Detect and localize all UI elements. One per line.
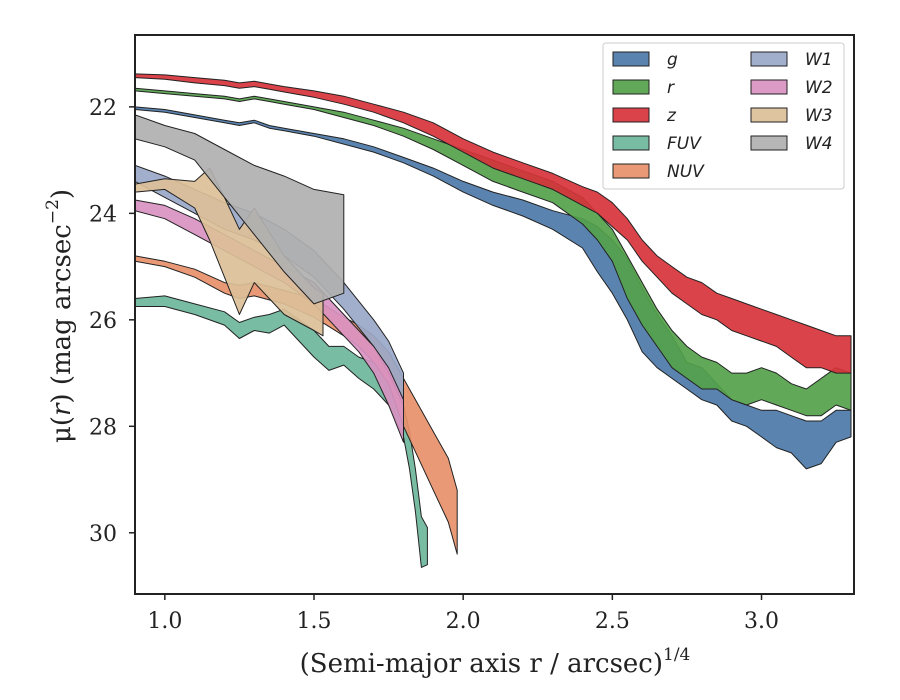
y-axis: 22 24 26 28 30: [89, 96, 135, 547]
legend-label-w4: W4: [805, 134, 833, 154]
y-axis-title-exponent: −2: [43, 199, 63, 224]
x-tick-label: 1.5: [297, 609, 332, 634]
legend: grz FUV NUV W1 W2 W3 W4: [602, 42, 845, 190]
legend-label-w3: W3: [805, 106, 833, 126]
y-tick-label: 28: [89, 415, 117, 440]
x-axis: 1.0 1.5 2.0 2.5 3.0: [147, 594, 779, 634]
band-w4: [135, 114, 345, 305]
y-axis-title-variable: r: [47, 402, 77, 416]
y-tick-label: 30: [89, 522, 117, 547]
legend-swatch-g: [612, 51, 650, 67]
y-axis-title: μ(r) (mag arcsec−2): [43, 189, 77, 443]
legend-swatch-z: [612, 107, 650, 123]
legend-label-w1: W1: [805, 50, 833, 70]
legend-label-nuv: NUV: [667, 162, 705, 182]
x-tick-label: 2.5: [595, 609, 630, 634]
legend-swatch-fuv: [612, 135, 650, 151]
legend-swatch-w3: [750, 107, 788, 123]
legend-swatch-w4: [750, 135, 788, 151]
band-r: [135, 87, 852, 417]
y-tick-label: 22: [89, 96, 117, 121]
y-tick-label: 26: [89, 309, 117, 334]
x-tick-label: 3.0: [744, 609, 779, 634]
legend-label-g: g: [667, 50, 678, 70]
legend-swatch-nuv: [612, 163, 650, 179]
legend-label-w2: W2: [805, 78, 833, 98]
plot-area: [135, 73, 852, 568]
band-g: [135, 106, 852, 470]
legend-label-r: r: [667, 78, 675, 98]
y-tick-label: 24: [89, 202, 117, 227]
legend-swatch-w2: [750, 79, 788, 95]
x-axis-title-exponent: 1/4: [663, 645, 690, 665]
x-axis-title: (Semi-major axis r / arcsec)1/4: [300, 645, 691, 679]
x-tick-label: 2.0: [446, 609, 481, 634]
legend-swatch-r: [612, 79, 650, 95]
legend-label-fuv: FUV: [667, 134, 702, 154]
legend-swatch-w1: [750, 51, 788, 67]
legend-label-z: z: [666, 106, 677, 126]
band-z: [135, 73, 852, 374]
x-tick-label: 1.0: [147, 609, 182, 634]
plot-frame: [134, 34, 855, 595]
band-fuv: [135, 295, 428, 568]
